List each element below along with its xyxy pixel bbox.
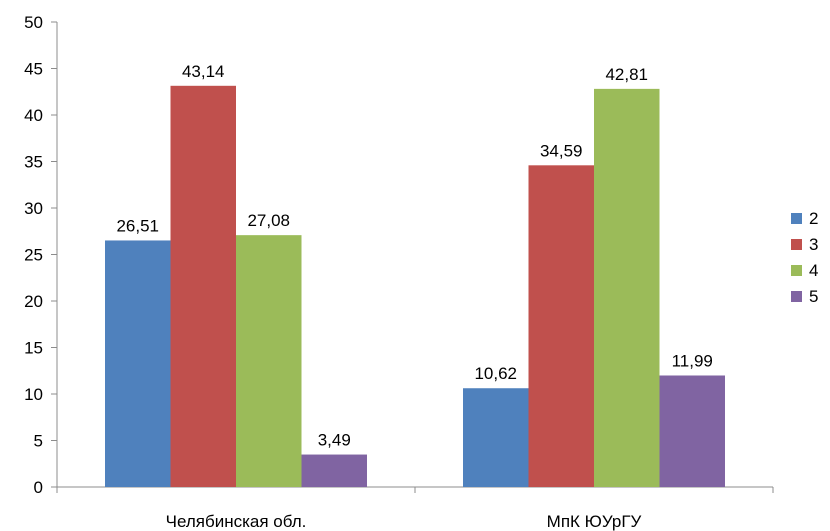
- y-tick-label: 45: [24, 60, 43, 79]
- x-category-label: МпК ЮУрГУ: [547, 512, 642, 531]
- bar-series-5: [301, 454, 367, 487]
- y-tick-label: 15: [24, 339, 43, 358]
- y-tick-label: 40: [24, 106, 43, 125]
- y-tick-label: 20: [24, 292, 43, 311]
- data-label: 42,81: [605, 65, 648, 84]
- x-category-label: Челябинская обл.: [166, 512, 307, 531]
- legend-label: 2: [809, 209, 818, 228]
- axes: 0 5 10 15 20 25 30 35 40 45 50 Челябинская обл. МпК …: [24, 13, 774, 531]
- bar-series-4: [594, 88, 660, 487]
- y-tick-label: 30: [24, 199, 43, 218]
- bar-series-3: [170, 85, 236, 487]
- y-tick-label: 0: [34, 478, 43, 497]
- data-label: 3,49: [318, 431, 351, 450]
- legend-swatch: [791, 291, 802, 302]
- legend-swatch: [791, 213, 802, 224]
- legend: 2 3 4 5: [791, 209, 818, 306]
- data-label: 10,62: [474, 364, 517, 383]
- data-label: 34,59: [540, 141, 583, 160]
- data-label: 27,08: [247, 211, 290, 230]
- legend-swatch: [791, 265, 802, 276]
- legend-label: 3: [809, 235, 818, 254]
- legend-label: 4: [809, 261, 818, 280]
- data-label: 26,51: [116, 216, 159, 235]
- legend-swatch: [791, 239, 802, 250]
- y-tick-label: 50: [24, 13, 43, 32]
- data-labels: 26,51 43,14 27,08 3,49 10,62 34,59 42,81 11,99: [116, 62, 712, 450]
- y-tick-label: 35: [24, 153, 43, 172]
- y-tick-label: 25: [24, 246, 43, 265]
- bar-series-4: [236, 235, 302, 487]
- bar-series-5: [659, 375, 725, 487]
- data-label: 11,99: [672, 351, 713, 370]
- y-tick-label: 5: [34, 432, 43, 451]
- bar-series-2: [105, 240, 171, 487]
- bar-series-3: [528, 165, 594, 488]
- y-tick-label: 10: [24, 385, 43, 404]
- bars: [105, 85, 725, 488]
- legend-label: 5: [809, 287, 818, 306]
- bar-series-2: [463, 388, 529, 487]
- data-label: 43,14: [182, 62, 225, 81]
